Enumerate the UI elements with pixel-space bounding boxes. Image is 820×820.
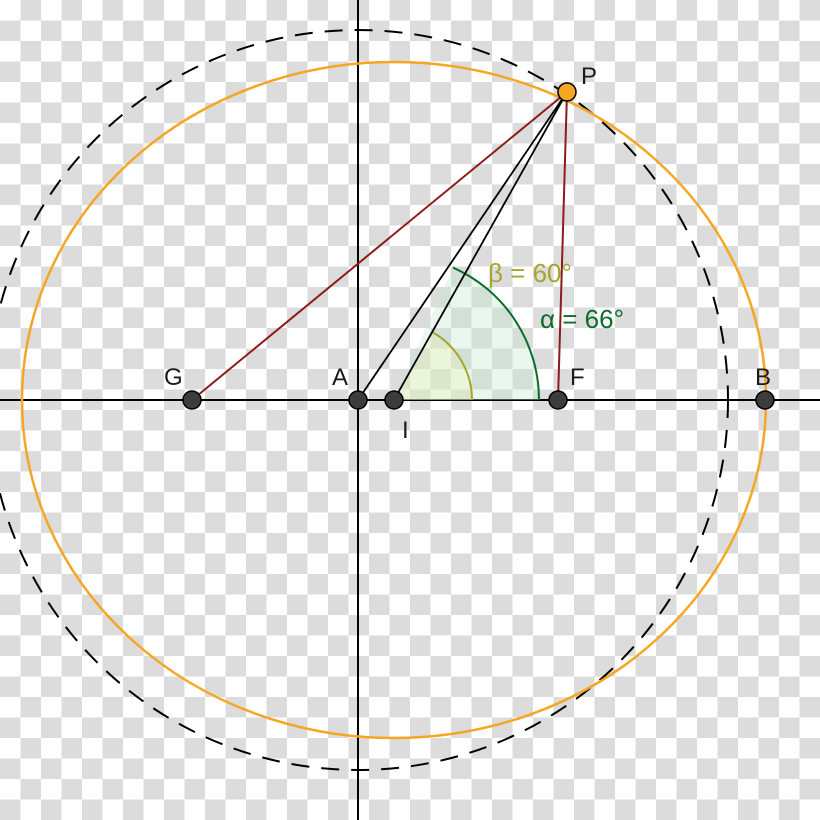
point-F <box>549 391 567 409</box>
checker-grid <box>0 0 820 820</box>
angle-alpha-label: α = 66° <box>540 304 624 334</box>
point-I-label: I <box>402 417 409 444</box>
point-F-label: F <box>570 364 585 391</box>
point-P-label: P <box>581 63 597 90</box>
point-P <box>558 83 576 101</box>
angle-beta-label: β = 60° <box>488 258 572 288</box>
point-B-label: B <box>755 364 771 391</box>
point-G-label: G <box>164 364 183 391</box>
point-G <box>183 391 201 409</box>
point-A-label: A <box>332 364 348 391</box>
point-I <box>385 391 403 409</box>
point-A <box>349 391 367 409</box>
point-B <box>756 391 774 409</box>
